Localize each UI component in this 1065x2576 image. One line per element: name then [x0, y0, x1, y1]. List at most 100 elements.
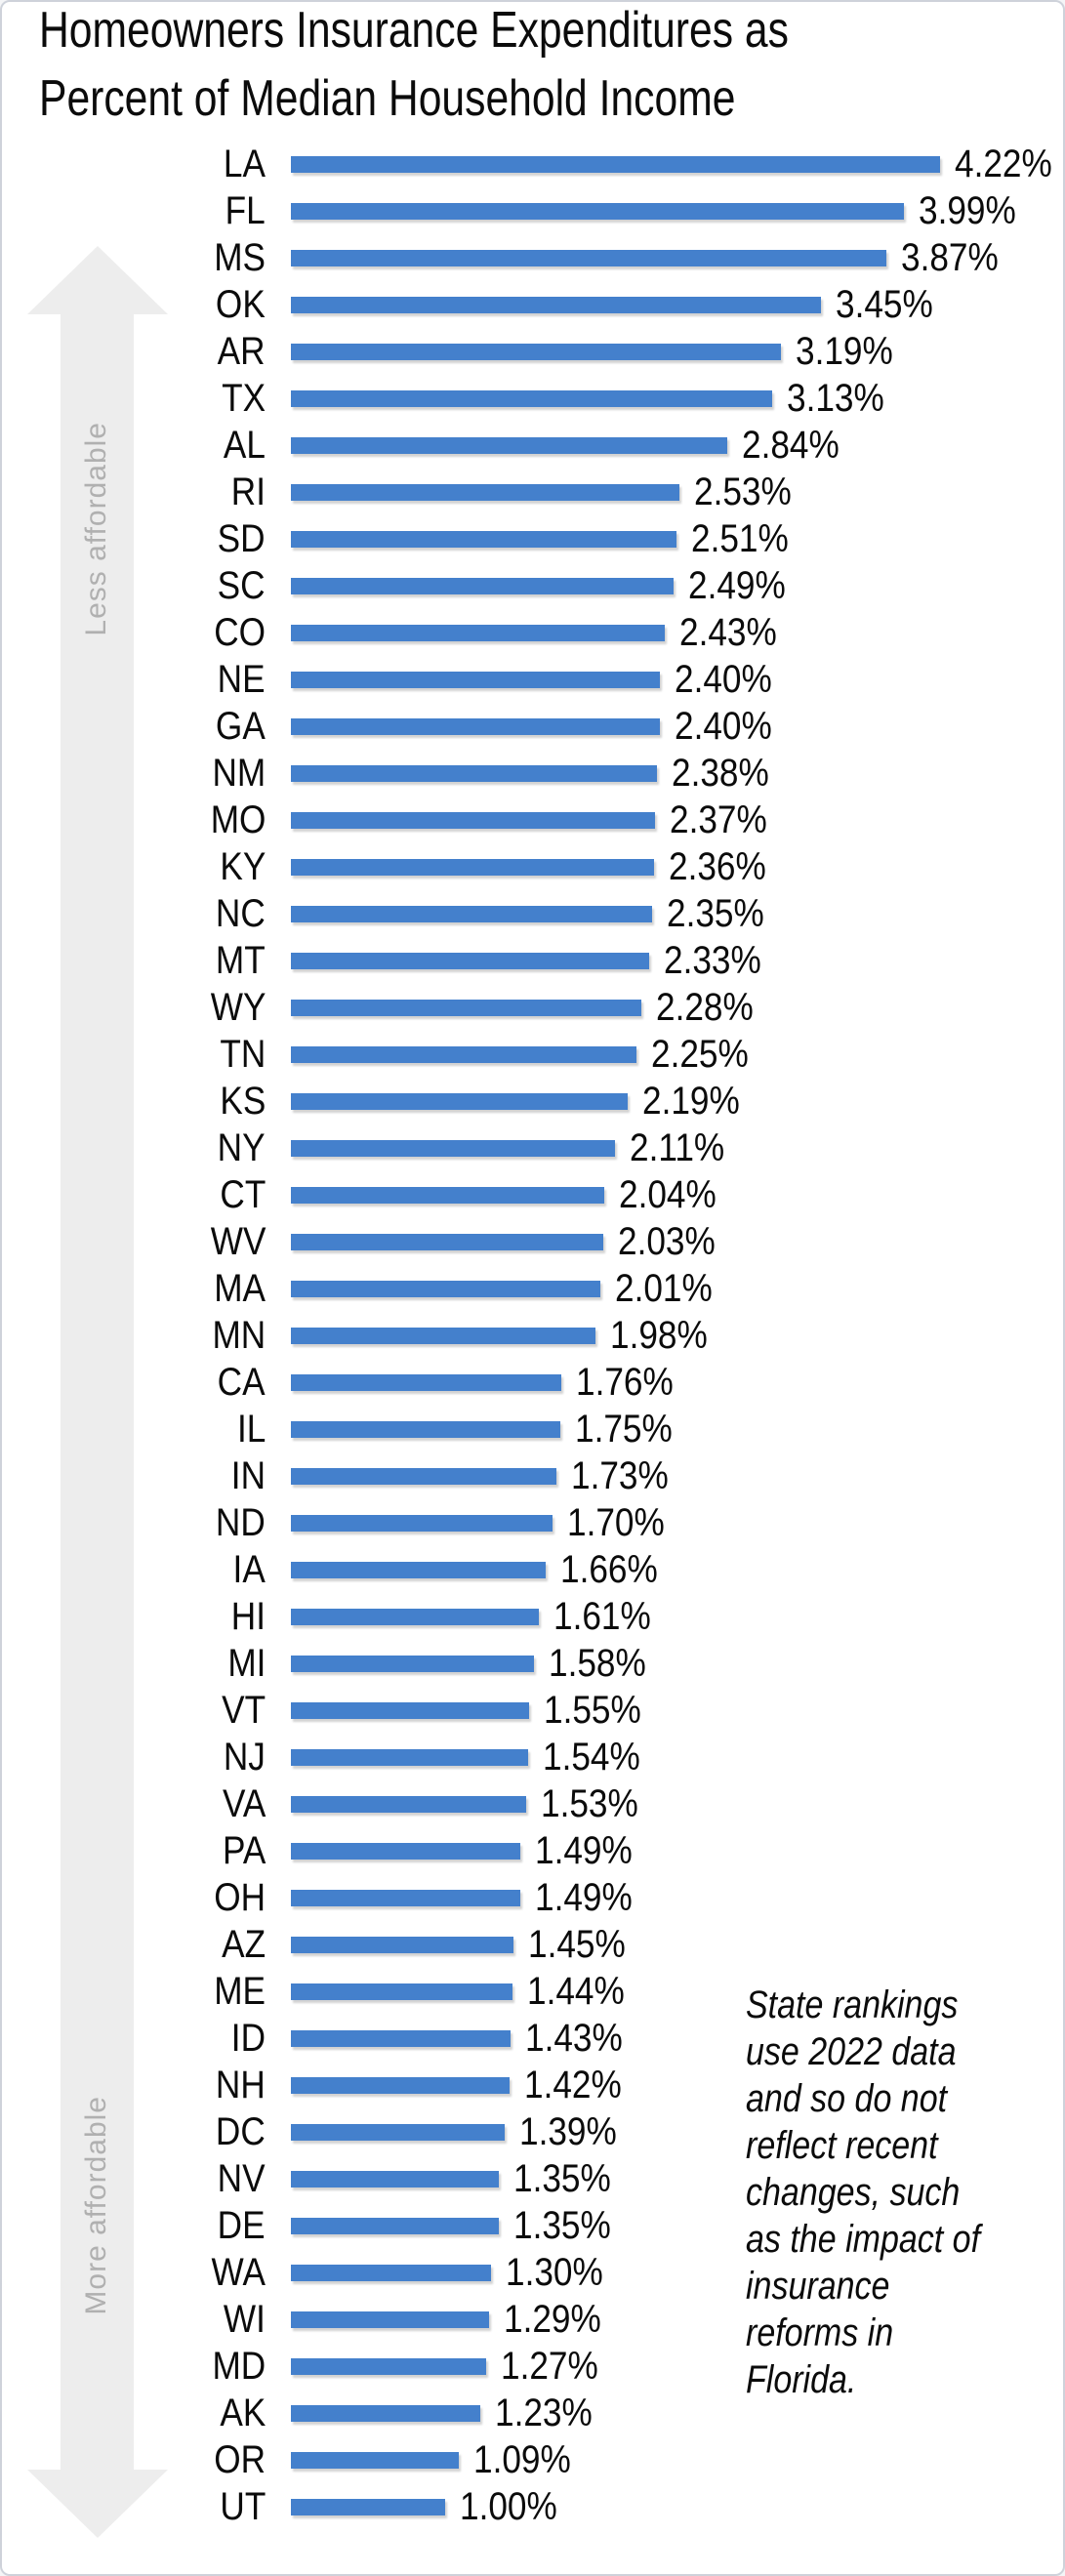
state-label: HI: [2, 1595, 266, 1639]
value-label-text: 3.99%: [919, 188, 1017, 232]
state-label-text: TN: [220, 1032, 266, 1076]
value-label-text: 1.27%: [501, 2344, 598, 2388]
state-label-text: MO: [210, 797, 266, 841]
value-label-text: 1.42%: [523, 2063, 622, 2106]
bar-row-NJ: NJ 1.54%: [2, 1734, 1063, 1780]
bar-row-NH: NH 1.42%: [2, 2062, 1063, 2108]
bar-row-RI: RI 2.53%: [2, 469, 1063, 515]
annotation-line-text: insurance: [746, 2265, 890, 2308]
annotation-block: State rankings use 2022 data and so do not…: [746, 1982, 1021, 2403]
state-label-text: NJ: [223, 1735, 266, 1779]
state-label: AZ: [2, 1923, 266, 1967]
value-label: 1.75%: [575, 1408, 685, 1452]
value-label-text: 1.35%: [512, 2156, 611, 2200]
value-label-text: 2.19%: [641, 1079, 740, 1123]
state-label-text: WY: [210, 985, 266, 1029]
bar-row-FL: FL 3.99%: [2, 187, 1063, 234]
state-label-text: RI: [230, 470, 266, 513]
bar-row-KY: KY 2.36%: [2, 843, 1063, 890]
state-label-text: ME: [214, 1969, 266, 2013]
value-label-text: 1.66%: [560, 1547, 659, 1591]
state-label: WY: [2, 986, 266, 1030]
bar-row-WI: WI 1.29%: [2, 2296, 1063, 2343]
bar: [291, 1233, 603, 1250]
value-label: 1.76%: [576, 1361, 686, 1405]
state-label: CT: [2, 1173, 266, 1217]
annotation-line: as the impact of: [746, 2216, 1021, 2263]
state-label: TX: [2, 377, 266, 421]
value-label: 2.84%: [742, 424, 852, 468]
bar: [291, 2264, 491, 2281]
bar: [291, 530, 677, 548]
value-label: 1.42%: [524, 2064, 635, 2107]
state-label: IA: [2, 1548, 266, 1592]
bar: [291, 858, 654, 876]
state-label: DE: [2, 2204, 266, 2248]
annotation-line: Florida.: [746, 2356, 1021, 2403]
state-label: NM: [2, 752, 266, 796]
state-label-text: OR: [214, 2437, 266, 2481]
value-label-text: 1.09%: [472, 2437, 571, 2481]
value-label-text: 1.54%: [542, 1735, 640, 1779]
value-label: 2.19%: [642, 1080, 753, 1124]
bar: [291, 2357, 487, 2375]
value-label: 2.49%: [688, 564, 799, 608]
value-label-text: 2.53%: [694, 470, 793, 513]
bar-row-NY: NY 2.11%: [2, 1124, 1063, 1171]
bar-row-UT: UT 1.00%: [2, 2483, 1063, 2530]
value-label: 1.39%: [519, 2110, 630, 2154]
annotation-line-text: and so do not: [746, 2077, 948, 2120]
state-label: AL: [2, 424, 266, 468]
bar-row-IA: IA 1.66%: [2, 1546, 1063, 1593]
bar: [291, 1936, 514, 1953]
bar: [291, 717, 660, 735]
value-label-text: 4.22%: [954, 142, 1052, 185]
value-label-text: 1.35%: [512, 2203, 611, 2247]
value-label: 2.37%: [670, 798, 780, 842]
bar: [291, 2217, 499, 2234]
value-label-text: 1.75%: [574, 1407, 673, 1451]
state-label-text: MS: [214, 235, 266, 279]
bar-row-LA: LA 4.22%: [2, 141, 1063, 187]
state-label-text: KY: [220, 844, 266, 888]
bar: [291, 1186, 605, 1204]
bar-row-TN: TN 2.25%: [2, 1031, 1063, 1078]
annotation-line-text: as the impact of: [746, 2218, 981, 2261]
bar: [291, 1983, 512, 2000]
value-label-text: 1.49%: [534, 1828, 633, 1872]
annotation-line: and so do not: [746, 2075, 1021, 2122]
bar: [291, 624, 665, 641]
bar: [291, 1561, 547, 1578]
state-label-text: ND: [216, 1500, 266, 1544]
state-label-text: MA: [214, 1266, 266, 1310]
bar-row-CA: CA 1.76%: [2, 1359, 1063, 1406]
bar: [291, 811, 656, 829]
bar: [291, 2076, 510, 2094]
bar: [291, 1655, 534, 1672]
value-label: 2.53%: [694, 470, 804, 514]
value-label-text: 1.39%: [518, 2109, 617, 2153]
state-label: KY: [2, 845, 266, 889]
state-label-text: UT: [220, 2484, 266, 2528]
value-label: 3.19%: [796, 330, 906, 374]
state-label: GA: [2, 705, 266, 749]
value-label: 4.22%: [954, 142, 1063, 186]
value-label-text: 1.58%: [548, 1641, 646, 1685]
annotation-line: changes, such: [746, 2169, 1021, 2216]
value-label: 3.13%: [787, 377, 897, 421]
state-label-text: OK: [216, 282, 266, 326]
bar: [291, 1139, 616, 1157]
value-label: 1.27%: [501, 2345, 611, 2389]
bar-row-MO: MO 2.37%: [2, 797, 1063, 843]
value-label: 2.33%: [664, 939, 774, 983]
bar-row-DC: DC 1.39%: [2, 2108, 1063, 2155]
value-label: 2.04%: [619, 1173, 729, 1217]
value-label-text: 2.84%: [742, 423, 840, 467]
state-label-text: KS: [220, 1079, 266, 1123]
value-label-text: 1.29%: [504, 2297, 601, 2341]
value-label: 2.35%: [667, 892, 777, 936]
state-label: IL: [2, 1408, 266, 1452]
bar: [291, 2498, 445, 2515]
bar: [291, 2404, 480, 2422]
